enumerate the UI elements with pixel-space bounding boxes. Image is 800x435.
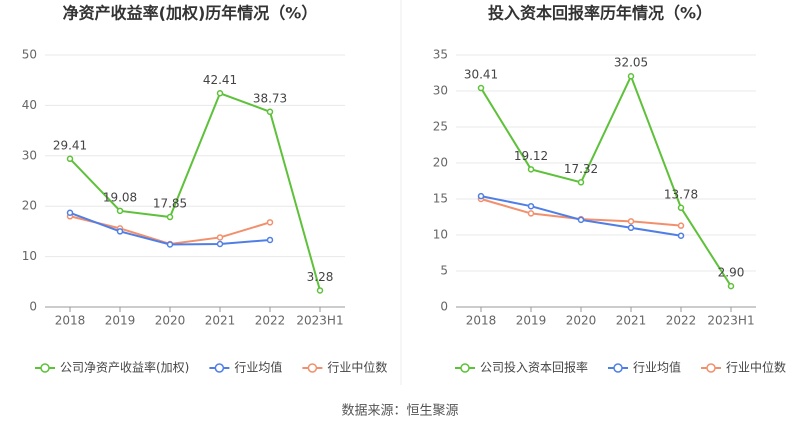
x-tick-label: 2018 — [466, 314, 497, 328]
x-tick-label: 2018 — [55, 314, 86, 328]
point — [66, 209, 74, 217]
x-tick-label: 2023H1 — [296, 314, 343, 328]
x-tick-label: 2023H1 — [707, 314, 754, 328]
source: 数据来源：恒生聚源 — [341, 404, 458, 419]
y-tick-label: 35 — [433, 48, 448, 62]
point — [266, 236, 274, 244]
series-line — [480, 73, 732, 287]
x-tick-label: 2020 — [566, 314, 597, 328]
x-tick-label: 2020 — [155, 314, 186, 328]
legend-label: 公司投入资本回报率 — [480, 360, 588, 375]
legend-label: 行业中位数 — [327, 360, 387, 375]
data-label: 3.28 — [307, 270, 334, 284]
point — [627, 218, 635, 225]
x-tick-label: 2022 — [255, 314, 286, 328]
point — [677, 222, 685, 229]
point — [266, 108, 274, 116]
point — [116, 207, 124, 215]
series-line — [69, 91, 321, 291]
point — [166, 241, 174, 248]
point — [627, 72, 635, 80]
data-label: 13.78 — [664, 187, 698, 201]
y-tick-label: 0 — [440, 300, 448, 314]
x-tick-label: 2022 — [666, 314, 697, 328]
point — [216, 90, 224, 97]
point — [477, 192, 485, 200]
x-tick-label: 2019 — [516, 314, 547, 328]
x-tick-label: 2021 — [205, 314, 236, 328]
point — [727, 282, 735, 290]
point — [166, 213, 174, 221]
point — [266, 219, 274, 226]
y-tick-label: 10 — [22, 249, 37, 263]
y-tick-label: 40 — [22, 98, 37, 112]
data-label: 42.41 — [203, 73, 237, 87]
legend-marker — [460, 363, 470, 373]
legend-label: 行业中位数 — [726, 360, 786, 375]
legend-label: 行业均值 — [234, 360, 282, 375]
data-label: 38.73 — [253, 91, 287, 105]
x-tick-label: 2019 — [105, 314, 136, 328]
y-tick-label: 15 — [433, 192, 448, 206]
point — [216, 240, 224, 248]
y-tick-label: 30 — [22, 148, 37, 162]
legend-marker — [214, 363, 225, 373]
point — [216, 234, 224, 241]
y-tick-label: 20 — [433, 156, 448, 170]
point — [316, 287, 324, 294]
y-tick-label: 30 — [433, 84, 448, 98]
data-label: 17.85 — [153, 197, 187, 211]
y-tick-label: 10 — [433, 228, 448, 242]
point — [527, 166, 535, 173]
y-tick-label: 25 — [433, 120, 448, 134]
x-tick-label: 2021 — [616, 314, 647, 328]
chart-title: 投入资本回报率历年情况（%） — [488, 4, 712, 23]
y-tick-label: 5 — [440, 264, 448, 278]
point — [527, 202, 535, 210]
point — [477, 84, 485, 92]
legend-label: 行业均值 — [633, 360, 681, 375]
point — [66, 155, 74, 163]
point — [627, 224, 635, 232]
legend-marker — [40, 363, 50, 373]
legend-label: 公司净资产收益率(加权) — [60, 360, 189, 375]
data-label: 17.32 — [564, 162, 598, 176]
point — [577, 179, 585, 186]
point — [116, 228, 124, 235]
data-label: 29.41 — [53, 138, 87, 152]
point — [677, 232, 685, 239]
y-tick-label: 50 — [22, 48, 37, 62]
data-label: 32.05 — [614, 56, 648, 70]
point — [677, 204, 685, 212]
y-tick-label: 20 — [22, 199, 37, 213]
data-label: 30.41 — [464, 68, 498, 82]
legend-marker — [706, 363, 716, 373]
data-label: 2.90 — [718, 266, 745, 280]
data-label: 19.12 — [514, 149, 548, 163]
point — [527, 210, 535, 217]
data-label: 19.08 — [103, 190, 137, 204]
legend-marker — [307, 363, 318, 373]
legend-marker — [613, 363, 623, 373]
y-tick-label: 0 — [29, 300, 37, 314]
point — [577, 216, 585, 224]
chart-title: 净资产收益率(加权)历年情况（%） — [63, 4, 318, 23]
series-line — [69, 215, 271, 246]
